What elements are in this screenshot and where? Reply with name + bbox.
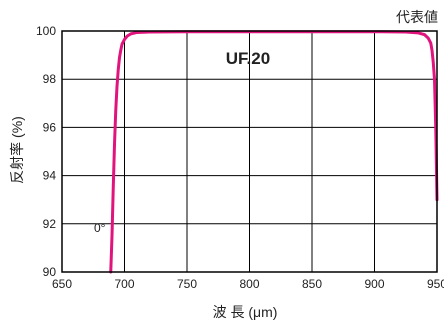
y-tick-label: 98 (43, 72, 57, 86)
plot-frame (61, 30, 438, 273)
y-tick-label: 90 (43, 265, 57, 279)
grid-layer (62, 31, 437, 272)
angle-annotation: 0° (94, 221, 106, 235)
x-tick-label: 750 (177, 277, 197, 291)
y-axis-title: 反射率 (%) (9, 116, 25, 184)
x-tick-label: 800 (239, 277, 259, 291)
x-axis-title: 波 長 (μm) (213, 304, 278, 320)
y-tick-label: 96 (43, 120, 57, 134)
corner-label: 代表値 (396, 9, 438, 25)
reflectance-line (109, 30, 439, 274)
tick-labels: 650 700 750 800 850 900 950 90 92 94 96 98 100 (36, 24, 444, 291)
x-tick-label: 700 (114, 277, 134, 291)
y-tick-label: 100 (36, 24, 56, 38)
y-tick-label: 92 (43, 217, 57, 231)
x-tick-label: 950 (427, 277, 444, 291)
y-tick-label: 94 (43, 169, 57, 183)
x-tick-label: 900 (364, 277, 384, 291)
x-tick-label: 650 (52, 277, 72, 291)
x-tick-label: 850 (302, 277, 322, 291)
series-label: UF.20 (226, 49, 270, 68)
